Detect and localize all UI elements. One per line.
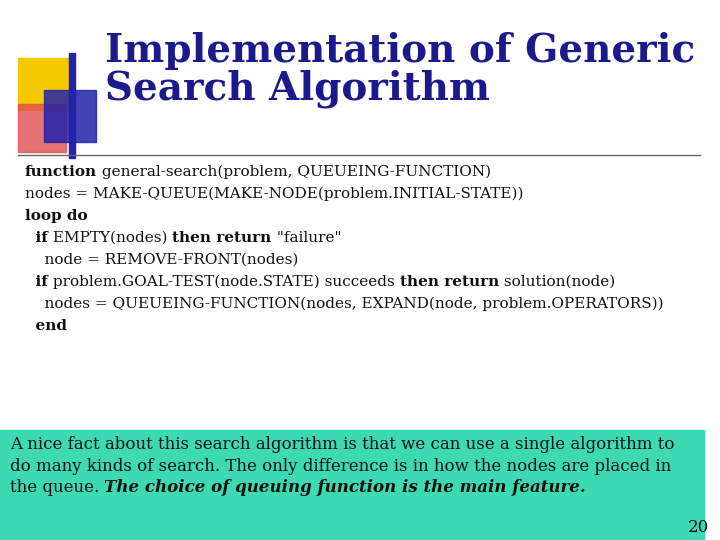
Bar (18, 104, 66, 152)
Text: end: end (25, 319, 67, 333)
Text: nodes = MAKE-QUEUE(MAKE-NODE(problem.INITIAL-STATE)): nodes = MAKE-QUEUE(MAKE-NODE(problem.INI… (25, 187, 523, 201)
Bar (18, 58, 70, 110)
Text: problem.GOAL-TEST(node.STATE) succeeds: problem.GOAL-TEST(node.STATE) succeeds (48, 275, 400, 289)
Text: if: if (25, 275, 48, 289)
Text: if: if (25, 231, 48, 245)
Text: function: function (25, 165, 97, 179)
Text: loop do: loop do (25, 209, 88, 223)
Text: The choice of queuing function is the main feature.: The choice of queuing function is the ma… (104, 479, 586, 496)
Text: Implementation of Generic: Implementation of Generic (105, 32, 696, 70)
Text: Search Algorithm: Search Algorithm (105, 70, 490, 109)
Text: general-search(problem, QUEUEING-FUNCTION): general-search(problem, QUEUEING-FUNCTIO… (97, 165, 491, 179)
Text: then return: then return (172, 231, 271, 245)
Text: solution(node): solution(node) (499, 275, 615, 289)
Bar (0, 430, 704, 540)
Text: nodes = QUEUEING-FUNCTION(nodes, EXPAND(node, problem.OPERATORS)): nodes = QUEUEING-FUNCTION(nodes, EXPAND(… (25, 297, 664, 312)
Text: do many kinds of search. The only difference is in how the nodes are placed in: do many kinds of search. The only differ… (10, 457, 671, 475)
Text: the queue.: the queue. (10, 479, 104, 496)
Bar (69, 53, 75, 158)
Bar (44, 90, 96, 142)
Text: 20: 20 (688, 519, 709, 536)
Text: A nice fact about this search algorithm is that we can use a single algorithm to: A nice fact about this search algorithm … (10, 436, 675, 453)
Text: node = REMOVE-FRONT(nodes): node = REMOVE-FRONT(nodes) (25, 253, 298, 267)
Text: "failure": "failure" (271, 231, 341, 245)
Text: EMPTY(nodes): EMPTY(nodes) (48, 231, 172, 245)
Text: then return: then return (400, 275, 499, 289)
